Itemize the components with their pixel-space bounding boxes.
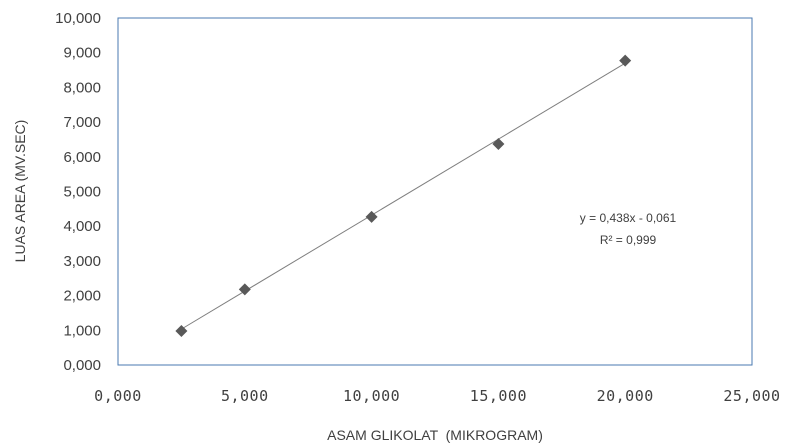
y-tick-label: 9,000 <box>63 45 101 62</box>
y-tick-label: 0,000 <box>63 357 101 374</box>
y-tick-label: 1,000 <box>63 322 101 339</box>
data-point-marker <box>619 54 632 67</box>
r-squared-label: R² = 0,999 <box>600 233 657 247</box>
x-tick-label: 5,000 <box>221 387 269 405</box>
data-point-marker <box>365 210 378 223</box>
plot-area-border <box>117 17 753 366</box>
data-point-marker <box>492 137 505 150</box>
x-axis-ticks: 0,000 5,000 10,000 15,000 20,000 25,000 <box>94 387 780 405</box>
y-axis-title: LUAS AREA (MV.SEC) <box>12 120 28 263</box>
x-tick-label: 0,000 <box>94 387 142 405</box>
x-axis-title: ASAM GLIKOLAT (MIKROGRAM) <box>327 427 543 443</box>
data-point-marker <box>175 324 188 337</box>
y-tick-label: 2,000 <box>63 288 101 305</box>
y-tick-label: 7,000 <box>63 114 101 131</box>
y-tick-label: 6,000 <box>63 149 101 166</box>
equation-label: y = 0,438x - 0,061 <box>580 211 677 225</box>
data-point-marker <box>238 283 251 296</box>
x-tick-label: 15,000 <box>470 387 527 405</box>
y-tick-label: 5,000 <box>63 184 101 201</box>
x-tick-label: 25,000 <box>723 387 780 405</box>
trendline <box>181 62 626 330</box>
x-tick-label: 20,000 <box>597 387 654 405</box>
y-tick-label: 10,000 <box>55 10 101 27</box>
y-tick-label: 3,000 <box>63 253 101 270</box>
y-tick-label: 8,000 <box>63 79 101 96</box>
data-points <box>175 54 632 337</box>
y-axis-ticks: 0,000 1,000 2,000 3,000 4,000 5,000 6,000 7,000… <box>55 10 101 374</box>
x-tick-label: 10,000 <box>343 387 400 405</box>
y-tick-label: 4,000 <box>63 218 101 235</box>
